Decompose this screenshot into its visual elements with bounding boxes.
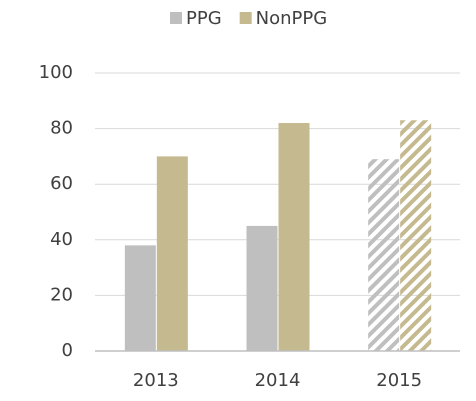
y-tick-label: 80 [50, 118, 73, 139]
bar [246, 225, 278, 351]
legend-label: NonPPG [256, 8, 328, 29]
y-tick-label: 0 [62, 340, 73, 361]
y-tick-label: 100 [39, 62, 73, 83]
legend-swatch [170, 12, 182, 24]
x-tick-label: 2013 [133, 370, 179, 391]
legend-label: PPG [186, 8, 222, 29]
bar [400, 120, 432, 351]
bar [124, 245, 156, 351]
legend-swatch [239, 12, 252, 24]
y-tick-label: 20 [50, 284, 73, 305]
y-tick-label: 60 [50, 173, 73, 194]
bar [368, 159, 400, 351]
y-tick-label: 40 [50, 229, 73, 250]
x-tick-label: 2015 [376, 370, 422, 391]
x-tick-label: 2014 [255, 370, 301, 391]
bar [278, 123, 310, 351]
bar [156, 156, 188, 351]
